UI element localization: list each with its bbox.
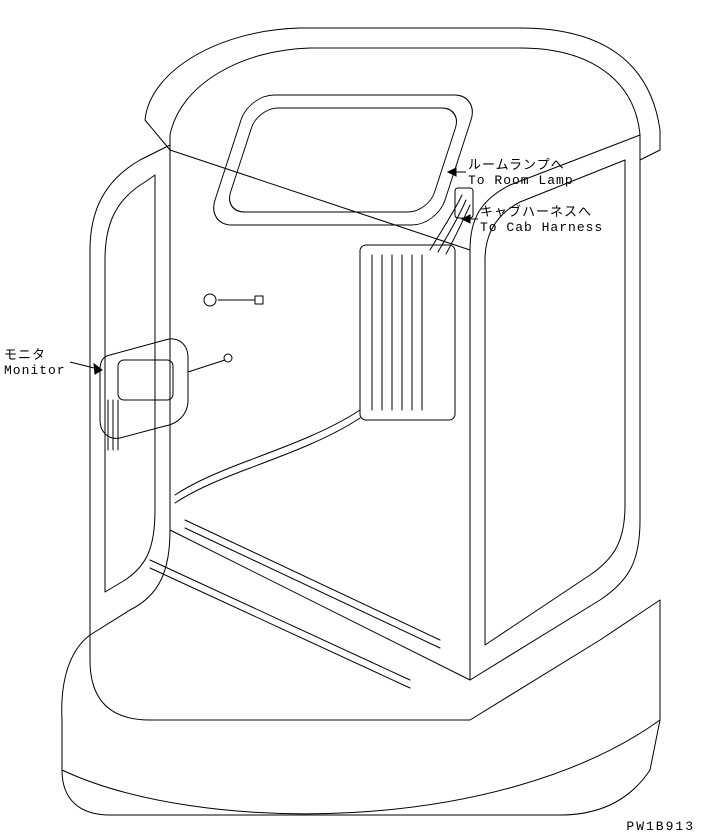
label-cab-harness: キャブハーネスへ To Cab Harness (480, 205, 603, 235)
cab-diagram (0, 0, 701, 840)
label-monitor: モニタ Monitor (4, 348, 66, 378)
label-monitor-en: Monitor (4, 363, 66, 378)
label-monitor-jp: モニタ (4, 348, 66, 363)
label-cab-harness-jp: キャブハーネスへ (480, 205, 603, 220)
label-room-lamp: ルームランプへ To Room Lamp (468, 158, 574, 188)
drawing-id: PW1B913 (626, 819, 695, 834)
label-cab-harness-en: To Cab Harness (480, 220, 603, 235)
label-room-lamp-jp: ルームランプへ (468, 158, 574, 173)
label-room-lamp-en: To Room Lamp (468, 173, 574, 188)
